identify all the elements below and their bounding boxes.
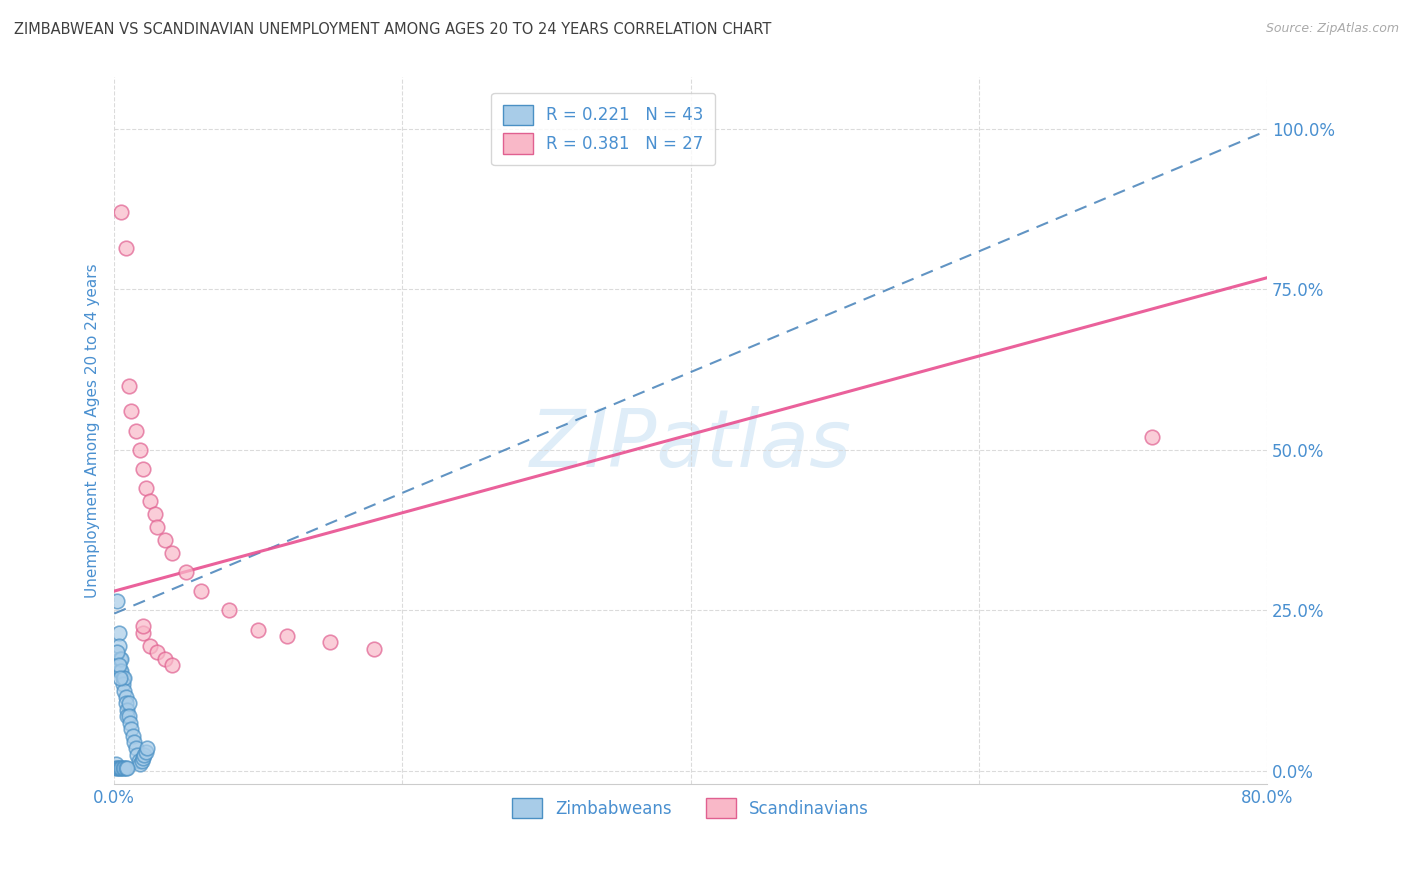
Text: ZIMBABWEAN VS SCANDINAVIAN UNEMPLOYMENT AMONG AGES 20 TO 24 YEARS CORRELATION CH: ZIMBABWEAN VS SCANDINAVIAN UNEMPLOYMENT … xyxy=(14,22,772,37)
Point xyxy=(363,641,385,656)
Point xyxy=(125,424,148,438)
Point xyxy=(111,671,134,685)
Point xyxy=(105,761,128,775)
Point xyxy=(136,741,159,756)
Point xyxy=(107,761,129,775)
Point xyxy=(115,703,138,717)
Y-axis label: Unemployment Among Ages 20 to 24 years: Unemployment Among Ages 20 to 24 years xyxy=(86,263,100,598)
Point xyxy=(125,741,148,756)
Point xyxy=(319,635,342,649)
Legend: Zimbabweans, Scandinavians: Zimbabweans, Scandinavians xyxy=(506,791,876,825)
Point xyxy=(107,639,129,653)
Point xyxy=(114,697,136,711)
Point xyxy=(129,442,152,457)
Point xyxy=(160,657,183,672)
Point xyxy=(132,625,155,640)
Point xyxy=(160,545,183,559)
Point xyxy=(124,735,146,749)
Point xyxy=(247,623,270,637)
Point xyxy=(146,520,169,534)
Point xyxy=(122,729,145,743)
Point xyxy=(1140,430,1163,444)
Point xyxy=(218,603,240,617)
Point xyxy=(112,761,135,775)
Point xyxy=(117,378,139,392)
Point xyxy=(132,619,155,633)
Point xyxy=(132,462,155,476)
Point xyxy=(110,651,132,665)
Point xyxy=(121,722,143,736)
Point xyxy=(104,761,127,775)
Point xyxy=(135,745,157,759)
Point xyxy=(114,241,136,255)
Point xyxy=(111,677,134,691)
Point xyxy=(105,645,128,659)
Point xyxy=(174,565,197,579)
Point xyxy=(129,757,152,772)
Point xyxy=(110,665,132,679)
Point xyxy=(114,761,136,775)
Point xyxy=(107,625,129,640)
Point xyxy=(104,757,127,772)
Point xyxy=(153,651,176,665)
Point xyxy=(110,761,132,775)
Point xyxy=(139,639,162,653)
Point xyxy=(105,593,128,607)
Point xyxy=(127,747,149,762)
Point xyxy=(143,507,166,521)
Point xyxy=(146,645,169,659)
Point xyxy=(153,533,176,547)
Point xyxy=(117,697,139,711)
Point xyxy=(121,404,143,418)
Point xyxy=(135,482,157,496)
Point xyxy=(112,683,135,698)
Point xyxy=(139,494,162,508)
Point xyxy=(276,629,298,643)
Point xyxy=(132,751,155,765)
Point xyxy=(108,651,131,665)
Text: Source: ZipAtlas.com: Source: ZipAtlas.com xyxy=(1265,22,1399,36)
Text: ZIPatlas: ZIPatlas xyxy=(530,406,852,483)
Point xyxy=(107,657,129,672)
Point xyxy=(108,665,131,679)
Point xyxy=(112,671,135,685)
Point xyxy=(114,690,136,704)
Point xyxy=(111,761,134,775)
Point xyxy=(115,761,138,775)
Point xyxy=(117,709,139,723)
Point xyxy=(190,584,212,599)
Point xyxy=(115,709,138,723)
Point xyxy=(134,747,156,762)
Point xyxy=(108,671,131,685)
Point xyxy=(131,754,153,768)
Point xyxy=(118,715,141,730)
Point xyxy=(128,754,150,768)
Point xyxy=(108,761,131,775)
Point xyxy=(110,205,132,219)
